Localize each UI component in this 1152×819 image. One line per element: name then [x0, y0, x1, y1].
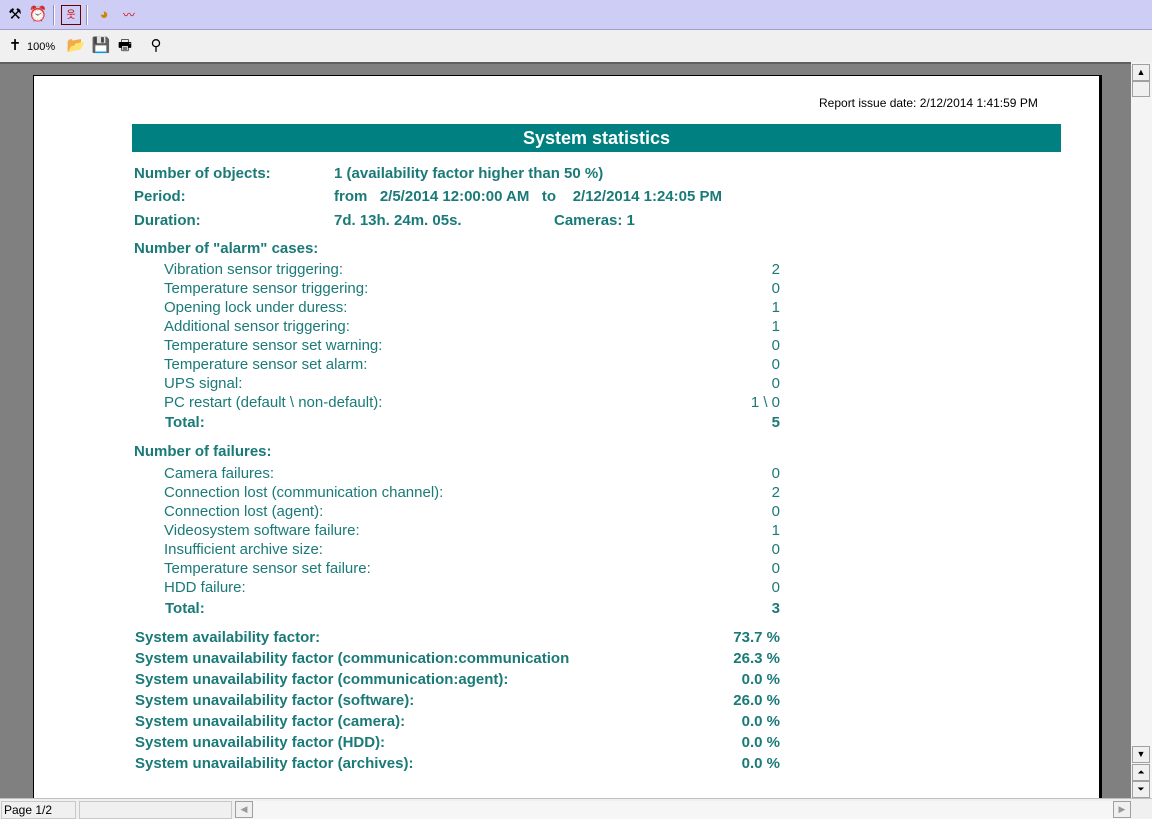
scroll-thumb[interactable] — [1132, 81, 1150, 97]
row-value: 0.0 % — [741, 755, 780, 772]
row-label: PC restart (default \ non-default): — [164, 394, 383, 411]
row-label: Videosystem software failure: — [164, 522, 360, 539]
alarm-clock-icon[interactable]: ⏰ — [28, 6, 48, 23]
open-folder-icon[interactable]: 📂 — [66, 37, 86, 54]
failure-total-value: 3 — [771, 600, 780, 617]
cameras-count: Cameras: 1 — [554, 212, 635, 229]
report-viewport: Report issue date: 2/12/2014 1:41:59 PM … — [0, 62, 1131, 798]
alarm-total-label: Total: — [165, 414, 205, 431]
objects-label: Number of objects: — [134, 165, 271, 182]
report-toolbar: ✝ 100% 📂 💾 🖶 ⚲ — [0, 30, 1152, 62]
scroll-up-button[interactable]: ▲ — [1132, 64, 1150, 81]
period-value: from 2/5/2014 12:00:00 AM to 2/12/2014 1… — [334, 188, 722, 205]
row-label: System unavailability factor (camera): — [135, 713, 406, 730]
row-value: 1 \ 0 — [750, 394, 780, 411]
row-value: 26.3 % — [733, 650, 780, 667]
row-label: Vibration sensor triggering: — [164, 261, 343, 278]
report-title: System statistics — [132, 124, 1061, 152]
row-label: Connection lost (agent): — [164, 503, 324, 520]
row-value: 73.7 % — [733, 629, 780, 646]
row-value: 0.0 % — [741, 734, 780, 751]
line-chart-icon[interactable]: 〰 — [122, 8, 135, 22]
print-icon[interactable]: 🖶 — [117, 37, 133, 54]
period-label: Period: — [134, 188, 186, 205]
row-value: 0 — [771, 560, 780, 577]
row-value: 0.0 % — [741, 671, 780, 688]
report-page: Report issue date: 2/12/2014 1:41:59 PM … — [33, 75, 1102, 798]
row-value: 0 — [771, 280, 780, 297]
objects-value: 1 (availability factor higher than 50 %) — [334, 165, 604, 182]
row-label: Temperature sensor set failure: — [164, 560, 371, 577]
row-value: 1 — [771, 299, 780, 316]
next-page-button[interactable]: ⏷ — [1132, 781, 1150, 798]
separator — [86, 5, 88, 25]
row-value: 0 — [771, 337, 780, 354]
row-label: System availability factor: — [135, 629, 321, 646]
zoom-icon[interactable]: ✝ — [8, 37, 22, 54]
pie-chart-icon[interactable]: ◕ — [99, 6, 109, 23]
failures-section-title: Number of failures: — [134, 443, 272, 460]
row-value: 0 — [771, 356, 780, 373]
row-value: 0 — [771, 541, 780, 558]
zoom-level[interactable]: 100% — [27, 41, 56, 53]
status-panel — [79, 801, 232, 819]
row-label: System unavailability factor (communicat… — [135, 650, 570, 667]
row-label: Temperature sensor set warning: — [164, 337, 383, 354]
horizontal-scrollbar[interactable]: ◀ ▶ — [235, 801, 1131, 819]
duration-value: 7d. 13h. 24m. 05s. — [334, 212, 462, 229]
scroll-left-button[interactable]: ◀ — [235, 801, 253, 818]
row-value: 0 — [771, 375, 780, 392]
scroll-right-button[interactable]: ▶ — [1113, 801, 1131, 818]
row-label: System unavailability factor (communicat… — [135, 671, 509, 688]
scroll-down-button[interactable]: ▼ — [1132, 746, 1150, 763]
vertical-scrollbar[interactable]: ▲ ▼ ⏶ ⏷ — [1131, 62, 1152, 798]
separator — [53, 5, 55, 25]
row-label: Opening lock under duress: — [164, 299, 348, 316]
row-label: System unavailability factor (archives): — [135, 755, 414, 772]
row-label: UPS signal: — [164, 375, 243, 392]
row-label: System unavailability factor (software): — [135, 692, 415, 709]
alarm-total-value: 5 — [771, 414, 780, 431]
row-label: Connection lost (communication channel): — [164, 484, 444, 501]
find-icon[interactable]: ⚲ — [150, 37, 162, 54]
row-label: HDD failure: — [164, 579, 246, 596]
top-toolbar: ⚒ ⏰ 웃 ◕ 〰 — [0, 0, 1152, 30]
tools-icon[interactable]: ⚒ — [8, 6, 22, 23]
row-value: 26.0 % — [733, 692, 780, 709]
row-label: System unavailability factor (HDD): — [135, 734, 386, 751]
status-bar: Page 1/2 ◀ ▶ — [0, 798, 1152, 819]
row-value: 0 — [771, 579, 780, 596]
failure-total-label: Total: — [165, 600, 205, 617]
film-icon[interactable]: 웃 — [61, 5, 81, 25]
row-value: 0.0 % — [741, 713, 780, 730]
row-value: 0 — [771, 465, 780, 482]
row-value: 0 — [771, 503, 780, 520]
save-icon[interactable]: 💾 — [91, 37, 111, 54]
previous-page-button[interactable]: ⏶ — [1132, 764, 1150, 781]
row-value: 2 — [771, 484, 780, 501]
page-indicator: Page 1/2 — [1, 801, 76, 819]
alarm-section-title: Number of "alarm" cases: — [134, 240, 319, 257]
row-label: Temperature sensor triggering: — [164, 280, 369, 297]
row-label: Additional sensor triggering: — [164, 318, 350, 335]
row-value: 1 — [771, 318, 780, 335]
row-label: Camera failures: — [164, 465, 275, 482]
issue-date: Report issue date: 2/12/2014 1:41:59 PM — [819, 96, 1038, 110]
duration-label: Duration: — [134, 212, 201, 229]
row-value: 2 — [771, 261, 780, 278]
row-value: 1 — [771, 522, 780, 539]
row-label: Insufficient archive size: — [164, 541, 323, 558]
row-label: Temperature sensor set alarm: — [164, 356, 368, 373]
